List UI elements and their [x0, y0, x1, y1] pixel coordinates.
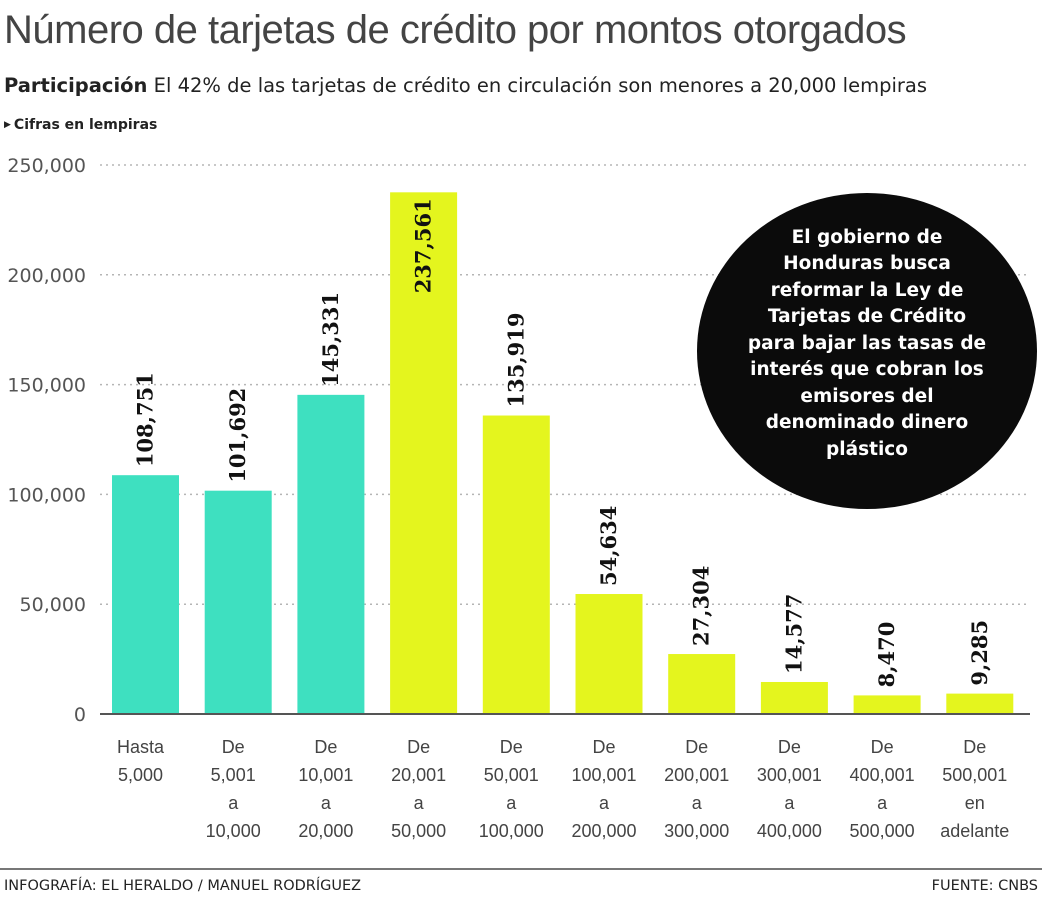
bar	[482, 415, 550, 714]
bars	[112, 192, 1014, 714]
category-label: De 10,001 a 20,000	[298, 737, 353, 841]
credit-text: INFOGRAFÍA: EL HERALDO / MANUEL RODRÍGUE…	[4, 878, 362, 894]
value-label: 27,304	[689, 566, 714, 646]
bar	[668, 654, 736, 714]
category-label: De 400,001 a 500,000	[850, 737, 915, 841]
category-label: De 50,001 a 100,000	[479, 737, 544, 841]
units-note-text: Cifras en lempiras	[13, 117, 158, 133]
y-axis-tick-labels: 0 50,000 100,000 150,000 200,000 250,000	[7, 155, 86, 726]
bar-chart: 0 50,000 100,000 150,000 200,000 250,000 108,…	[7, 155, 1030, 841]
value-label: 8,470	[874, 622, 899, 688]
chart-title: Número de tarjetas de crédito por montos…	[4, 8, 907, 52]
value-label: 237,561	[411, 198, 436, 293]
category-label: Hasta 5,000	[117, 737, 165, 785]
footer-divider	[0, 868, 1042, 870]
value-label: 14,577	[781, 594, 806, 674]
bar	[760, 681, 828, 714]
value-label: 9,285	[967, 620, 992, 686]
category-label: De 500,001 en adelante	[940, 737, 1009, 841]
category-label: De 5,001 a 10,000	[206, 737, 261, 841]
category-label: De 200,001 a 300,000	[664, 737, 729, 841]
category-label: De 20,001 a 50,000	[391, 737, 446, 841]
subtitle-text: El 42% de las tarjetas de crédito en cir…	[153, 74, 927, 97]
value-label: 145,331	[318, 292, 343, 387]
category-label: De 300,001 a 400,000	[757, 737, 822, 841]
bar	[946, 693, 1014, 714]
bar	[390, 192, 458, 714]
chart-subtitle: Participación El 42% de las tarjetas de …	[4, 74, 927, 97]
value-label: 54,634	[596, 506, 621, 586]
y-tick-label: 150,000	[7, 375, 86, 397]
source-text: FUENTE: CNBS	[931, 878, 1038, 894]
value-label: 108,751	[133, 372, 158, 467]
y-tick-label: 0	[74, 704, 86, 726]
value-label: 135,919	[503, 313, 528, 408]
category-labels: Hasta 5,000 De 5,001 a 10,000 De 10,001 a 20,000 D…	[117, 737, 1009, 841]
callout-bubble: El gobierno de Honduras busca reformar l…	[697, 193, 1037, 509]
bar	[204, 490, 272, 714]
bar	[297, 394, 365, 714]
category-label: De 100,001 a 200,000	[571, 737, 636, 841]
y-tick-label: 100,000	[7, 484, 86, 506]
bar	[112, 475, 179, 714]
value-labels: 108,751 101,692 145,331 237,561 135,919 54,63…	[133, 198, 992, 687]
triangle-bullet-icon: ▶	[4, 120, 11, 130]
y-tick-label: 200,000	[7, 265, 86, 287]
y-tick-label: 50,000	[20, 594, 86, 616]
units-note: ▶ Cifras en lempiras	[4, 117, 157, 133]
bar	[575, 594, 643, 714]
subtitle-label: Participación	[4, 74, 148, 97]
y-tick-label: 250,000	[7, 155, 86, 177]
callout-text: El gobierno de Honduras busca reformar l…	[747, 226, 987, 460]
bar	[853, 695, 921, 714]
value-label: 101,692	[225, 388, 250, 483]
